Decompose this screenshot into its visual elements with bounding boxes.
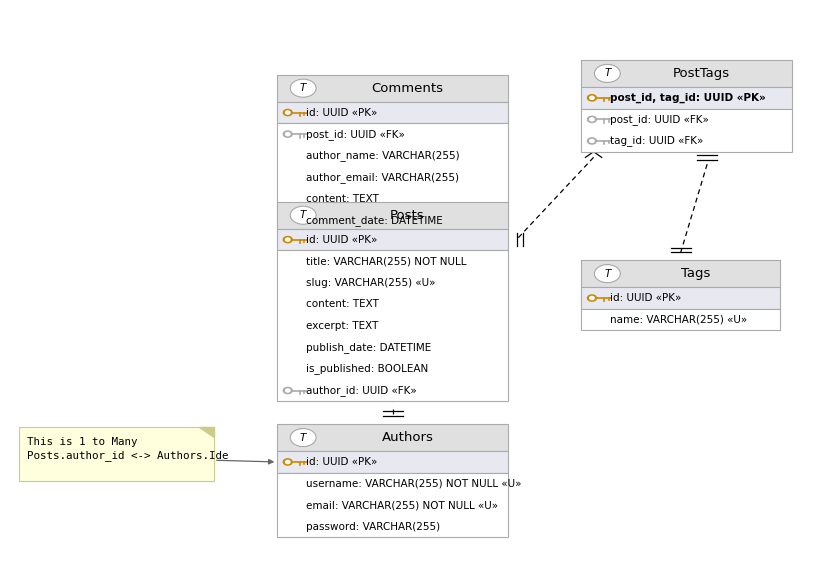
FancyBboxPatch shape xyxy=(581,109,792,152)
Circle shape xyxy=(283,459,292,465)
FancyBboxPatch shape xyxy=(278,229,509,250)
Text: slug: VARCHAR(255) «U»: slug: VARCHAR(255) «U» xyxy=(305,278,435,288)
Text: title: VARCHAR(255) NOT NULL: title: VARCHAR(255) NOT NULL xyxy=(305,256,466,266)
Circle shape xyxy=(283,388,292,394)
FancyBboxPatch shape xyxy=(278,451,509,473)
Circle shape xyxy=(286,238,290,241)
FancyBboxPatch shape xyxy=(278,202,509,229)
Text: username: VARCHAR(255) NOT NULL «U»: username: VARCHAR(255) NOT NULL «U» xyxy=(305,479,521,488)
Circle shape xyxy=(589,296,594,300)
FancyBboxPatch shape xyxy=(278,102,509,123)
FancyBboxPatch shape xyxy=(581,260,780,287)
FancyBboxPatch shape xyxy=(278,75,509,102)
Text: comment_date: DATETIME: comment_date: DATETIME xyxy=(305,215,442,226)
Text: id: UUID «PK»: id: UUID «PK» xyxy=(305,235,377,245)
FancyBboxPatch shape xyxy=(581,87,792,109)
Circle shape xyxy=(588,116,597,123)
Text: is_published: BOOLEAN: is_published: BOOLEAN xyxy=(305,364,428,374)
Circle shape xyxy=(286,111,290,114)
FancyBboxPatch shape xyxy=(278,250,509,401)
Text: post_id: UUID «FK»: post_id: UUID «FK» xyxy=(305,129,405,140)
Text: author_name: VARCHAR(255): author_name: VARCHAR(255) xyxy=(305,150,459,161)
Text: Authors: Authors xyxy=(382,431,433,444)
Circle shape xyxy=(283,131,292,137)
Text: id: UUID «PK»: id: UUID «PK» xyxy=(305,108,377,117)
Circle shape xyxy=(594,64,620,83)
FancyBboxPatch shape xyxy=(278,424,509,451)
Polygon shape xyxy=(199,427,214,437)
Circle shape xyxy=(290,206,316,225)
FancyBboxPatch shape xyxy=(581,60,792,87)
Circle shape xyxy=(286,389,290,392)
Text: post_id, tag_id: UUID «PK»: post_id, tag_id: UUID «PK» xyxy=(610,93,765,103)
FancyBboxPatch shape xyxy=(581,309,780,331)
FancyBboxPatch shape xyxy=(278,123,509,231)
Text: Posts: Posts xyxy=(390,209,425,222)
Text: T: T xyxy=(300,210,306,220)
Circle shape xyxy=(286,461,290,463)
Circle shape xyxy=(589,118,594,121)
Text: password: VARCHAR(255): password: VARCHAR(255) xyxy=(305,522,440,532)
Text: T: T xyxy=(300,433,306,442)
Text: T: T xyxy=(604,268,610,279)
Text: tag_id: UUID «FK»: tag_id: UUID «FK» xyxy=(610,136,703,146)
Circle shape xyxy=(588,95,597,101)
Text: T: T xyxy=(604,68,610,79)
Text: This is 1 to Many
Posts.author_id <-> Authors.Ide: This is 1 to Many Posts.author_id <-> Au… xyxy=(28,437,229,461)
Circle shape xyxy=(283,237,292,243)
Text: id: UUID «PK»: id: UUID «PK» xyxy=(610,293,681,303)
Text: excerpt: TEXT: excerpt: TEXT xyxy=(305,321,378,331)
Text: id: UUID «PK»: id: UUID «PK» xyxy=(305,457,377,467)
Circle shape xyxy=(589,96,594,99)
Text: PostTags: PostTags xyxy=(673,67,730,80)
FancyBboxPatch shape xyxy=(581,287,780,309)
Text: post_id: UUID «FK»: post_id: UUID «FK» xyxy=(610,114,709,125)
Circle shape xyxy=(588,295,597,301)
Text: Tags: Tags xyxy=(681,267,710,280)
Circle shape xyxy=(283,109,292,116)
Circle shape xyxy=(290,429,316,447)
Circle shape xyxy=(594,264,620,283)
Circle shape xyxy=(290,79,316,97)
Text: Comments: Comments xyxy=(371,82,444,95)
Text: publish_date: DATETIME: publish_date: DATETIME xyxy=(305,342,431,353)
Text: author_id: UUID «FK»: author_id: UUID «FK» xyxy=(305,385,416,396)
Text: T: T xyxy=(300,83,306,93)
FancyBboxPatch shape xyxy=(278,473,509,538)
Text: name: VARCHAR(255) «U»: name: VARCHAR(255) «U» xyxy=(610,315,747,324)
Circle shape xyxy=(286,133,290,136)
Text: author_email: VARCHAR(255): author_email: VARCHAR(255) xyxy=(305,172,458,182)
Circle shape xyxy=(588,138,597,144)
Text: email: VARCHAR(255) NOT NULL «U»: email: VARCHAR(255) NOT NULL «U» xyxy=(305,500,497,510)
Text: content: TEXT: content: TEXT xyxy=(305,194,379,204)
Circle shape xyxy=(589,140,594,142)
Text: content: TEXT: content: TEXT xyxy=(305,299,379,310)
FancyBboxPatch shape xyxy=(20,427,214,481)
